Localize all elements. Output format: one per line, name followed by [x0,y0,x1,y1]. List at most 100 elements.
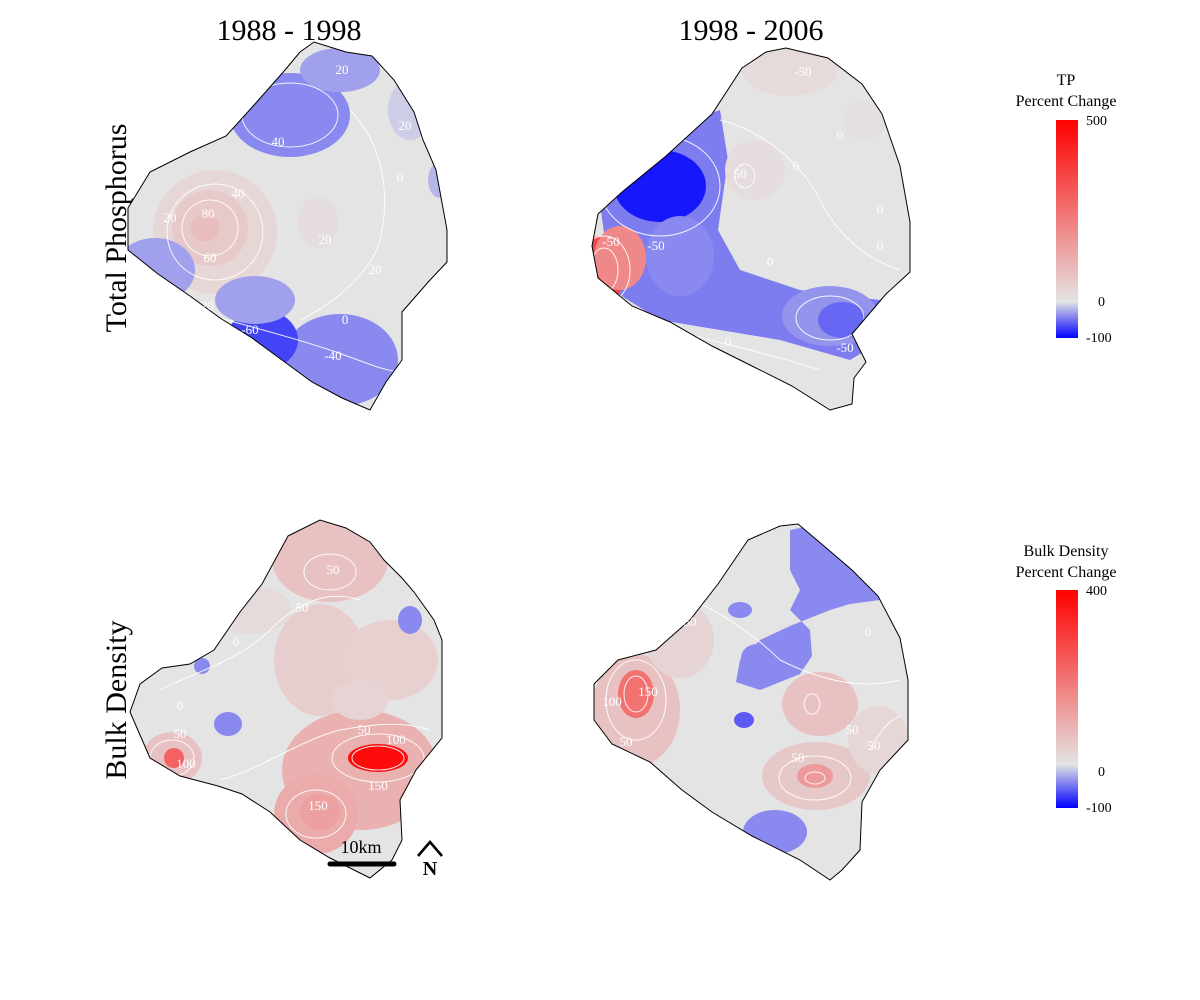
contour-label: -50 [647,238,664,253]
change-patch [736,526,880,690]
change-patch [208,586,292,634]
legend-tick-max: 500 [1086,114,1107,129]
contour-label: 0 [837,128,844,143]
row-title-bulk-density: Bulk Density [100,620,133,779]
contour-label: 0 [177,698,184,713]
legend-tp: TP Percent Change 500 0 -100 [1016,72,1117,346]
contour-label: 50 [620,734,633,749]
contour-label: 150 [308,798,328,813]
contour-label: 0 [767,254,774,269]
contour-label: -60 [241,322,258,337]
change-patch [646,216,714,296]
legend-subtitle: Percent Change [1016,93,1117,110]
change-patch [797,764,833,788]
change-patch [300,794,340,830]
north-arrow-chevron [417,840,443,857]
contour-label: 0 [725,334,732,349]
contour-label: 0 [877,202,884,217]
map-outline [127,41,448,411]
legend-tick-max: 400 [1086,584,1107,599]
change-patch [215,276,295,324]
north-arrow-label: N [423,858,438,880]
change-patch [298,196,338,248]
contour-label: -50 [602,234,619,249]
contour-label: 50 [792,750,805,765]
legend-title: TP [1057,72,1076,89]
change-patch [348,744,408,772]
map-panel-bd-1988-1998: 50 50 0 0 50 100 50 150 100 150 [129,519,443,879]
change-patch [725,140,785,200]
contour-label: 50 [684,614,697,629]
change-patch [214,712,242,736]
contour-label: 150 [368,778,388,793]
contour-label: 50 [174,726,187,741]
contour-label: 50 [846,722,859,737]
map-outline [593,523,909,881]
contour-label: 60 [204,250,217,265]
change-patch [742,48,838,96]
map-panel-tp-1988-1998: 40 20 20 40 80 20 60 20 0 20 0 -20 0 -60 -40 [127,41,448,411]
contour-label: 100 [602,694,622,709]
map-outline [591,47,911,411]
contour-label: 100 [176,756,196,771]
contour-label: 0 [877,238,884,253]
change-patch [164,748,184,768]
legend-tick-min: -100 [1086,331,1112,346]
legend-title: Bulk Density [1024,543,1109,560]
change-patch [398,606,422,634]
contour-label: 20 [319,232,332,247]
change-patch [632,160,688,200]
contour-label: 20 [369,262,382,277]
legend-colorbar [1056,120,1078,338]
contour-label: 20 [336,62,349,77]
scale-bar: 10km [327,837,397,867]
change-patch [191,214,219,242]
contour-label: 0 [397,170,404,185]
contour-label: 50 [296,600,309,615]
change-patch [300,48,380,92]
contour-label: 150 [638,684,658,699]
change-patch [272,520,388,602]
contour-label: 40 [272,134,285,149]
legend-tick-min: -100 [1086,801,1112,816]
map-outline [129,519,443,879]
contour-label: -50 [794,64,811,79]
change-patch [646,602,714,678]
contour-label: 0 [793,158,800,173]
contour-label: 50 [358,722,371,737]
contour-label: -40 [324,348,341,363]
change-patch [741,644,773,672]
map-panel-bd-1998-2006: 50 0 100 150 50 50 50 50 [593,523,909,881]
contour-label: 50 [734,166,747,181]
contour-label: 20 [164,210,177,225]
change-patch [818,302,866,338]
change-patch [728,602,752,618]
change-patch [594,226,646,290]
change-patch [843,100,887,140]
scale-bar-label: 10km [340,837,381,857]
legend-colorbar [1056,590,1078,808]
contour-label: 100 [386,732,406,747]
column-title-1998-2006: 1998 - 2006 [679,14,824,47]
contour-label: 0 [233,634,240,649]
change-patch [194,658,210,674]
contour-label: 0 [145,288,152,303]
map-panel-tp-1998-2006: -50 0 -50 0 -50 0 0 0 50 -50 0 [591,47,911,411]
legend-tick-zero: 0 [1098,295,1105,310]
contour-label: 50 [327,562,340,577]
contour-label: 40 [232,186,245,201]
legend-bulk-density: Bulk Density Percent Change 400 0 -100 [1016,543,1117,816]
change-patch [342,620,438,700]
legend-tick-zero: 0 [1098,765,1105,780]
contour-label: -20 [196,298,213,313]
contour-label: 80 [202,206,215,221]
legend-subtitle: Percent Change [1016,564,1117,581]
contour-label: 20 [399,118,412,133]
column-title-1988-1998: 1988 - 1998 [217,14,362,47]
change-patch [332,680,388,720]
contour-label: -50 [836,340,853,355]
contour-label: 0 [342,312,349,327]
contour-label: 0 [865,624,872,639]
north-arrow-icon: N [417,840,443,880]
